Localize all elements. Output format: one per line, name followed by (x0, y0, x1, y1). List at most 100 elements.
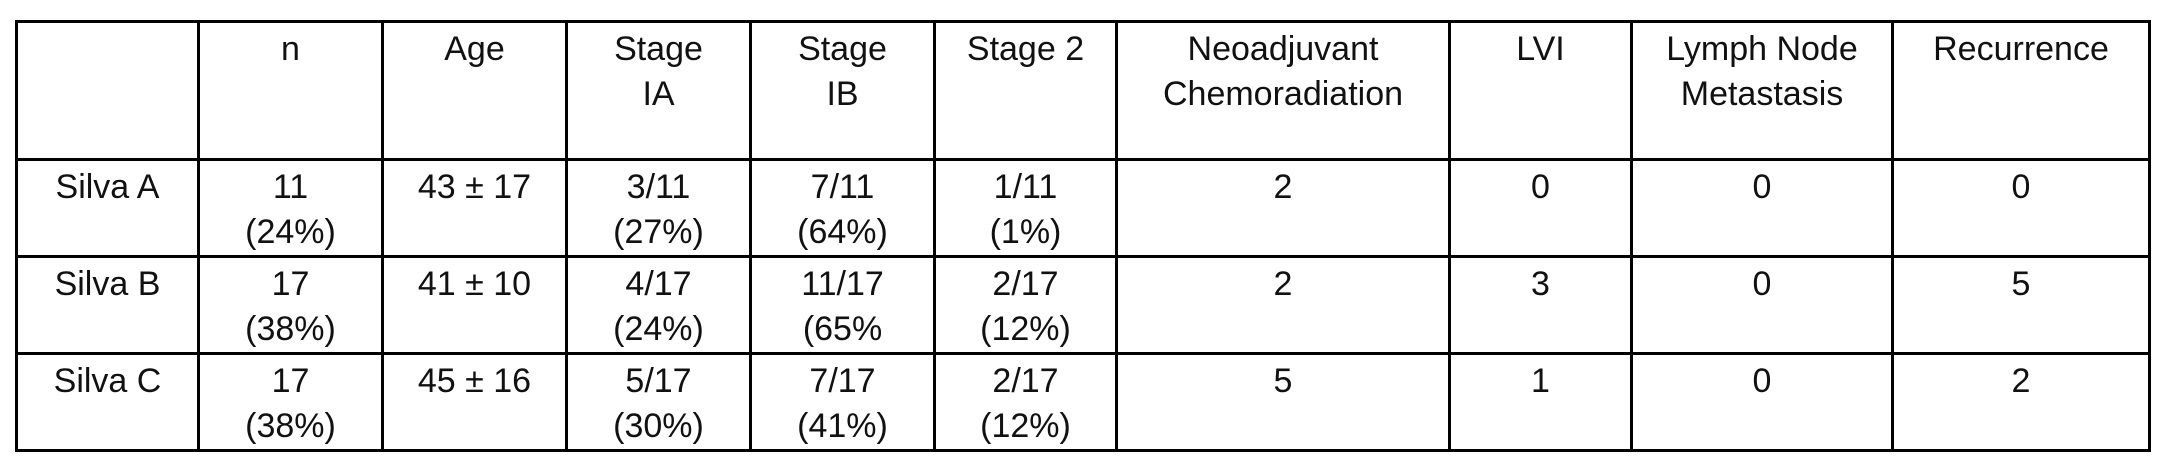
row-label: Silva C (53, 362, 162, 400)
table-cell-stage-ia: 4/17 (24%) (565, 255, 752, 355)
cell-percent: (64%) (797, 213, 888, 251)
header-neoadjuvant-line2: Chemoradiation (1162, 75, 1404, 113)
cell-percent: (27%) (613, 213, 704, 251)
cell-value: 0 (1752, 265, 1772, 303)
header-cell-lvi: LVI (1448, 20, 1633, 161)
comparison-table: n Age Stage IA Stage IB Stage 2 Neoadjuv… (15, 20, 2151, 452)
table-cell-stage-2: 2/17 (12%) (933, 352, 1118, 452)
table-cell-lymph-node: 0 (1630, 158, 1894, 258)
header-row: n Age Stage IA Stage IB Stage 2 Neoadjuv… (15, 20, 2151, 161)
header-cell-recurrence: Recurrence (1891, 20, 2151, 161)
header-lvi-text: LVI (1516, 30, 1565, 68)
cell-percent: (12%) (980, 407, 1071, 445)
table-cell-lvi: 3 (1448, 255, 1633, 355)
cell-value: 5 (1273, 362, 1293, 400)
cell-value: 2 (1273, 168, 1293, 206)
cell-value: 11/17 (801, 265, 884, 303)
header-n-text: n (281, 30, 300, 68)
table-cell-age: 41 ± 10 (381, 255, 568, 355)
header-cell-stage-2: Stage 2 (933, 20, 1118, 161)
cell-value: 1 (1531, 362, 1550, 400)
table-cell-n: 17 (38%) (197, 255, 384, 355)
header-stage-ia-line1: Stage (614, 30, 703, 68)
cell-value: 5 (2011, 265, 2031, 303)
table-cell-recurrence: 2 (1891, 352, 2151, 452)
header-stage-2-text: Stage 2 (966, 30, 1085, 68)
cell-value: 5/17 (625, 362, 692, 400)
row-label-cell: Silva C (15, 352, 200, 452)
cell-value: 0 (2011, 168, 2031, 206)
cell-percent: (12%) (980, 310, 1071, 348)
table-cell-neoadjuvant: 2 (1115, 158, 1451, 258)
table-row: Silva A 11 (24%) 43 ± 17 3/11 (27%) 7/11… (15, 158, 2151, 258)
table-cell-stage-ia: 5/17 (30%) (565, 352, 752, 452)
row-label: Silva A (55, 168, 160, 206)
cell-percent: (41%) (797, 407, 888, 445)
cell-percent: (38%) (245, 407, 336, 445)
cell-percent: (24%) (613, 310, 704, 348)
table-cell-neoadjuvant: 5 (1115, 352, 1451, 452)
cell-value: 2 (1273, 265, 1293, 303)
header-cell-stage-ib: Stage IB (749, 20, 936, 161)
header-stage-ib-line2: IB (826, 75, 859, 113)
cell-value: 3/11 (626, 168, 691, 206)
header-cell-stage-ia: Stage IA (565, 20, 752, 161)
header-cell-blank (15, 20, 200, 161)
cell-value: 2 (2011, 362, 2031, 400)
cell-value: 7/11 (810, 168, 875, 206)
table-cell-recurrence: 0 (1891, 158, 2151, 258)
table-cell-n: 17 (38%) (197, 352, 384, 452)
cell-value: 45 ± 16 (417, 362, 532, 400)
header-neoadjuvant-line1: Neoadjuvant (1187, 30, 1379, 68)
table-cell-neoadjuvant: 2 (1115, 255, 1451, 355)
row-label-cell: Silva A (15, 158, 200, 258)
cell-value: 41 ± 10 (417, 265, 532, 303)
cell-percent: (30%) (613, 407, 704, 445)
cell-value: 7/17 (809, 362, 876, 400)
cell-value: 43 ± 17 (417, 168, 532, 206)
cell-percent: (65% (802, 310, 883, 348)
table-cell-recurrence: 5 (1891, 255, 2151, 355)
header-stage-ia-line2: IA (642, 75, 675, 113)
table-cell-stage-ib: 7/17 (41%) (749, 352, 936, 452)
table-cell-age: 45 ± 16 (381, 352, 568, 452)
table-cell-lvi: 0 (1448, 158, 1633, 258)
cell-value: 11 (272, 168, 309, 206)
table-cell-stage-2: 2/17 (12%) (933, 255, 1118, 355)
cell-value: 1/11 (993, 168, 1058, 206)
table-cell-lymph-node: 0 (1630, 255, 1894, 355)
header-cell-age: Age (381, 20, 568, 161)
table-cell-n: 11 (24%) (197, 158, 384, 258)
cell-value: 4/17 (625, 265, 692, 303)
table-row: Silva C 17 (38%) 45 ± 16 5/17 (30%) 7/17… (15, 352, 2151, 452)
cell-percent: (24%) (245, 213, 336, 251)
header-cell-neoadjuvant: Neoadjuvant Chemoradiation (1115, 20, 1451, 161)
table-row: Silva B 17 (38%) 41 ± 10 4/17 (24%) 11/1… (15, 255, 2151, 355)
header-cell-lymph-node: Lymph Node Metastasis (1630, 20, 1894, 161)
row-label-cell: Silva B (15, 255, 200, 355)
cell-value: 17 (271, 362, 310, 400)
table-cell-age: 43 ± 17 (381, 158, 568, 258)
table-cell-stage-ib: 11/17 (65% (749, 255, 936, 355)
row-label: Silva B (54, 265, 161, 303)
header-recurrence-text: Recurrence (1933, 30, 2109, 68)
header-lymph-node-line2: Metastasis (1680, 75, 1844, 113)
table-cell-stage-ia: 3/11 (27%) (565, 158, 752, 258)
header-lymph-node-line1: Lymph Node (1666, 30, 1858, 68)
table-cell-lymph-node: 0 (1630, 352, 1894, 452)
cell-value: 3 (1531, 265, 1550, 303)
table-cell-stage-2: 1/11 (1%) (933, 158, 1118, 258)
header-cell-n: n (197, 20, 384, 161)
cell-percent: (1%) (989, 213, 1062, 251)
cell-value: 0 (1752, 168, 1772, 206)
cell-value: 0 (1531, 168, 1550, 206)
header-stage-ib-line1: Stage (798, 30, 887, 68)
cell-value: 17 (271, 265, 310, 303)
table-cell-stage-ib: 7/11 (64%) (749, 158, 936, 258)
header-age-text: Age (444, 30, 505, 68)
cell-value: 2/17 (992, 362, 1059, 400)
cell-value: 2/17 (992, 265, 1059, 303)
table-cell-lvi: 1 (1448, 352, 1633, 452)
cell-percent: (38%) (245, 310, 336, 348)
cell-value: 0 (1752, 362, 1772, 400)
